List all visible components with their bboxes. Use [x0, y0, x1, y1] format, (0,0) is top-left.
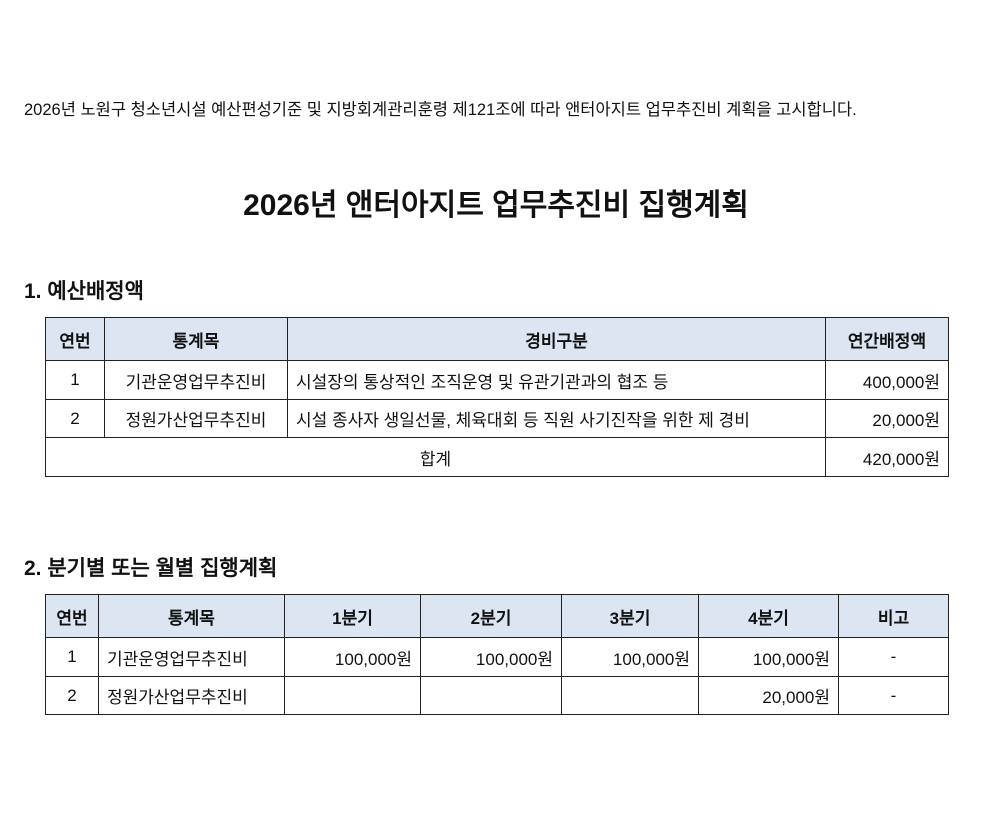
cell-q3: 100,000원 [561, 637, 699, 677]
header-cell: 통계목 [98, 594, 285, 638]
total-label: 합계 [45, 437, 826, 477]
page-title: 2026년 앤터아지트 업무추진비 집행계획 [243, 189, 749, 222]
cell-desc: 시설 종사자 생일선물, 체육대회 등 직원 사기진작을 위한 제 경비 [287, 399, 826, 438]
cell-amount: 400,000원 [825, 360, 949, 400]
section-heading-schedule: 2. 분기별 또는 월별 집행계획 [24, 557, 278, 580]
budget-table: 연번 통계목 경비구분 연간배정액 1 기관운영업무추진비 시설장의 통상적인 … [45, 317, 949, 477]
cell-q2 [420, 676, 562, 715]
header-cell: 1분기 [284, 594, 421, 638]
header-cell: 2분기 [420, 594, 562, 638]
cell-item: 기관운영업무추진비 [104, 360, 288, 400]
cell-note: - [838, 637, 949, 677]
table-header-row: 연번 통계목 경비구분 연간배정액 [45, 317, 949, 361]
header-cell: 연번 [45, 594, 99, 638]
notice-text: 2026년 노원구 청소년시설 예산편성기준 및 지방회계관리훈령 제121조에… [24, 101, 857, 119]
table-header-row: 연번 통계목 1분기 2분기 3분기 4분기 비고 [45, 594, 949, 638]
cell-item: 정원가산업무추진비 [104, 399, 288, 438]
table-row: 2 정원가산업무추진비 시설 종사자 생일선물, 체육대회 등 직원 사기진작을… [45, 399, 949, 438]
cell-q2: 100,000원 [420, 637, 562, 677]
table-row: 2 정원가산업무추진비 20,000원 - [45, 676, 949, 715]
header-cell: 연번 [45, 317, 105, 361]
cell-item: 정원가산업무추진비 [98, 676, 285, 715]
header-cell: 3분기 [561, 594, 699, 638]
header-cell: 연간배정액 [825, 317, 949, 361]
cell-no: 2 [45, 676, 99, 715]
header-cell: 비고 [838, 594, 949, 638]
total-row: 합계 420,000원 [45, 437, 949, 477]
cell-q3 [561, 676, 699, 715]
cell-q4: 20,000원 [698, 676, 839, 715]
cell-q1: 100,000원 [284, 637, 421, 677]
table-row: 1 기관운영업무추진비 시설장의 통상적인 조직운영 및 유관기관과의 협조 등… [45, 360, 949, 400]
cell-note: - [838, 676, 949, 715]
header-cell: 통계목 [104, 317, 288, 361]
cell-desc: 시설장의 통상적인 조직운영 및 유관기관과의 협조 등 [287, 360, 826, 400]
cell-no: 1 [45, 360, 105, 400]
cell-no: 2 [45, 399, 105, 438]
table-row: 1 기관운영업무추진비 100,000원 100,000원 100,000원 1… [45, 637, 949, 677]
total-value: 420,000원 [825, 437, 949, 477]
cell-q4: 100,000원 [698, 637, 839, 677]
cell-amount: 20,000원 [825, 399, 949, 438]
schedule-table: 연번 통계목 1분기 2분기 3분기 4분기 비고 1 기관운영업무추진비 10… [45, 594, 949, 715]
header-cell: 4분기 [698, 594, 839, 638]
header-cell: 경비구분 [287, 317, 826, 361]
cell-item: 기관운영업무추진비 [98, 637, 285, 677]
cell-no: 1 [45, 637, 99, 677]
section-heading-budget: 1. 예산배정액 [24, 280, 144, 303]
cell-q1 [284, 676, 421, 715]
